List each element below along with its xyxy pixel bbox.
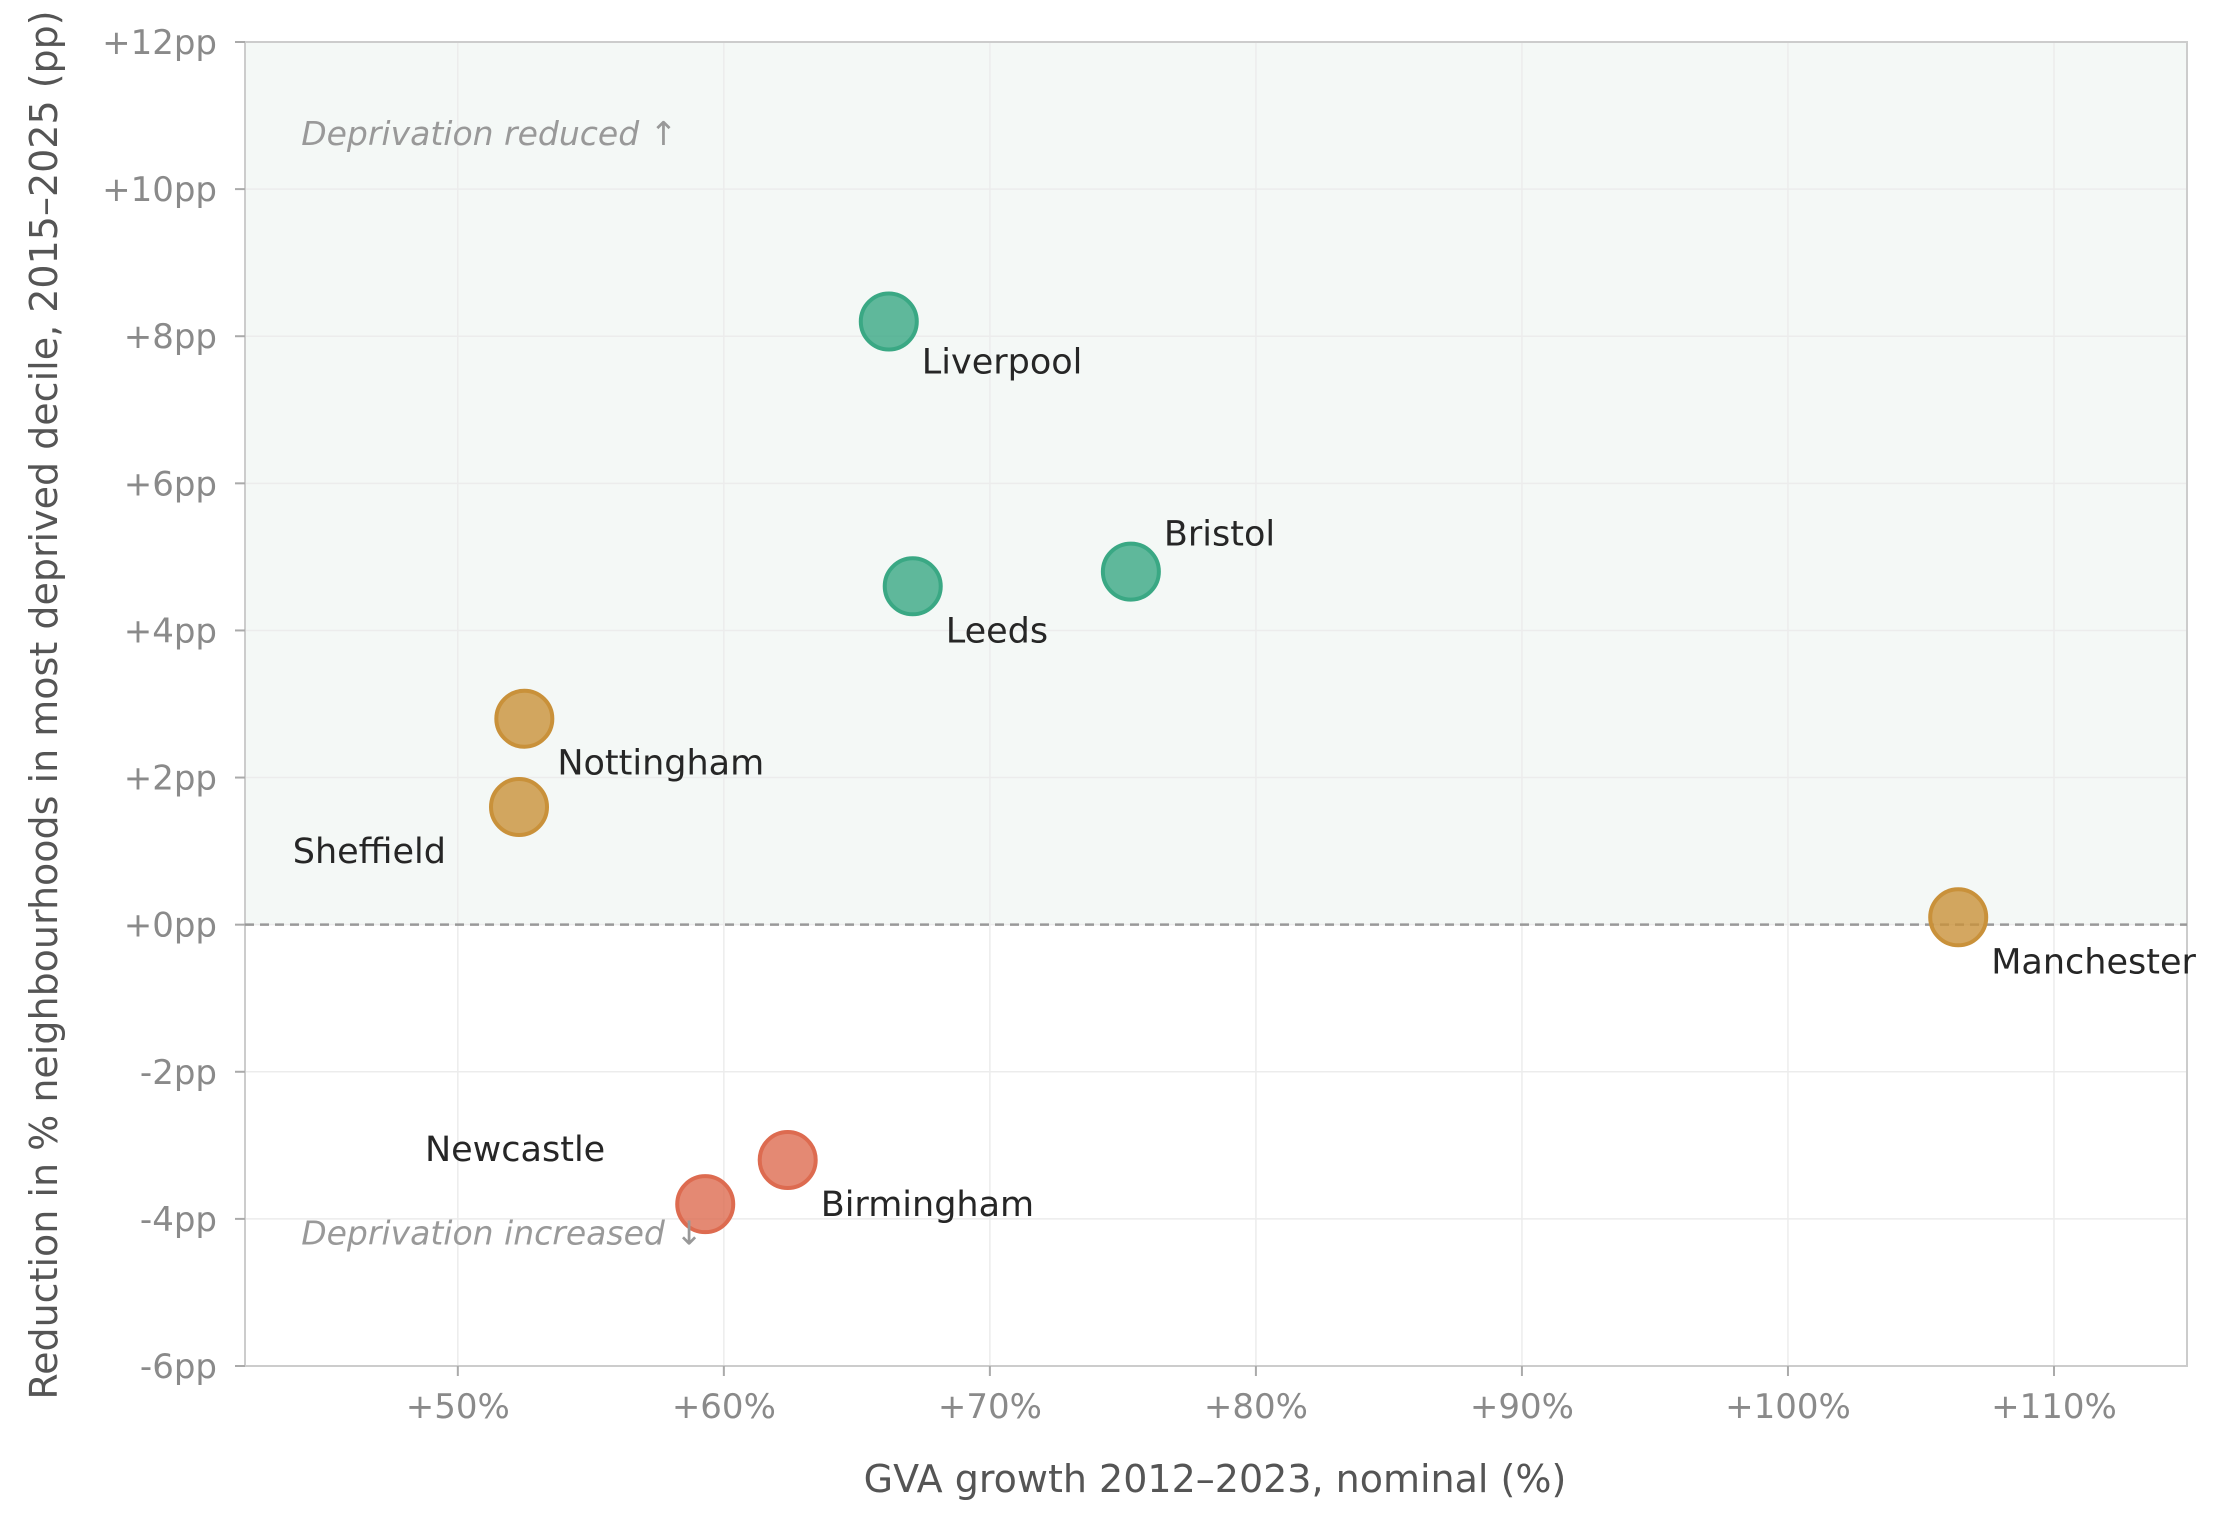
point-layer	[489, 291, 1989, 1235]
region-annotation: Deprivation reduced ↑	[301, 114, 677, 153]
y-axis-title: Reduction in % neighbourhoods in most de…	[22, 10, 66, 1399]
data-point	[494, 688, 555, 749]
point-label: Nottingham	[557, 744, 764, 784]
x-tick-label: +90%	[1470, 1387, 1574, 1427]
point-label: Newcastle	[425, 1130, 605, 1170]
point-label: Sheffield	[293, 832, 446, 872]
point-label: Manchester	[1991, 942, 2196, 982]
y-tick-label: +4pp	[124, 611, 217, 651]
annotation-layer: Deprivation reduced ↑ Deprivation increas…	[301, 114, 703, 1253]
plot-frame	[244, 41, 2188, 1367]
point-label: Bristol	[1164, 515, 1275, 555]
data-point	[1928, 887, 1989, 948]
data-point	[757, 1130, 818, 1191]
x-axis-title: GVA growth 2012–2023, nominal (%)	[864, 1457, 1567, 1501]
data-point	[882, 556, 943, 617]
y-tick-label: +10pp	[102, 170, 217, 210]
y-tick-label: +12pp	[102, 23, 217, 63]
data-point	[675, 1174, 736, 1235]
label-layer: Liverpool Bristol Leeds Nottingham Sheffield…	[293, 343, 2197, 1226]
x-tick-label: +80%	[1204, 1387, 1308, 1427]
y-tick-label: +8pp	[124, 317, 217, 357]
x-tick-label: +60%	[672, 1387, 776, 1427]
y-tick-label: +0pp	[124, 906, 217, 946]
x-tick-label: +100%	[1725, 1387, 1851, 1427]
data-point	[489, 776, 550, 837]
y-tick-label: -4pp	[140, 1200, 217, 1240]
region-annotation: Deprivation increased ↓	[301, 1214, 703, 1253]
frame-layer	[244, 41, 2188, 1367]
data-point	[1100, 541, 1161, 602]
x-tick-label: +50%	[406, 1387, 510, 1427]
y-tick-label: +2pp	[124, 759, 217, 799]
point-label: Liverpool	[922, 343, 1083, 383]
tick-layer: +50% +60% +70% +80% +90% +100% +110% -6pp -4pp -2…	[102, 23, 2117, 1427]
y-tick-label: -2pp	[140, 1053, 217, 1093]
y-tick-label: +6pp	[124, 464, 217, 504]
data-point	[858, 291, 919, 352]
x-tick-label: +70%	[938, 1387, 1042, 1427]
point-label: Leeds	[946, 611, 1048, 651]
x-tick-label: +110%	[1991, 1387, 2117, 1427]
point-label: Birmingham	[821, 1185, 1034, 1225]
y-tick-label: -6pp	[140, 1347, 217, 1387]
